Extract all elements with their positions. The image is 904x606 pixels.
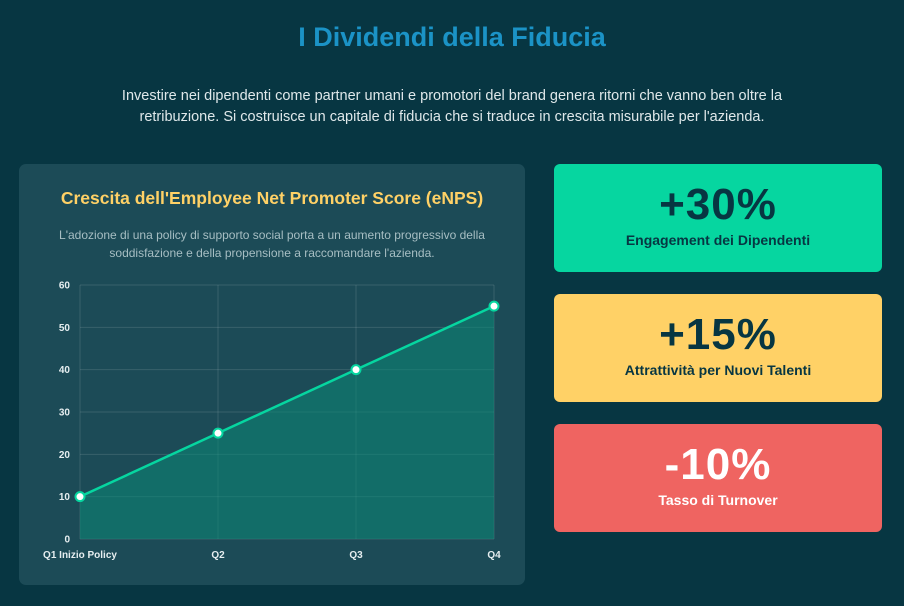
- series-line: [79, 305, 495, 498]
- stat-card-attractiveness: +15% Attrattività per Nuovi Talenti: [554, 294, 882, 402]
- enps-chart-card: Crescita dell'Employee Net Promoter Scor…: [19, 164, 525, 585]
- stat-label-turnover: Tasso di Turnover: [658, 492, 778, 508]
- data-point: [74, 491, 86, 503]
- stat-label-attractiveness: Attrattività per Nuovi Talenti: [624, 362, 812, 378]
- y-tick-label: 20: [59, 450, 71, 461]
- page-title: I Dividendi della Fiducia: [298, 22, 606, 52]
- stat-card-engagement: +30% Engagement dei Dipendenti: [554, 164, 882, 272]
- stat-value-turnover: -10%: [664, 440, 772, 489]
- data-point: [488, 300, 500, 312]
- chart-title: Crescita dell'Employee Net Promoter Scor…: [60, 188, 484, 208]
- x-tick-label: Q2: [211, 550, 225, 561]
- enps-line-chart: 0 10 20 30 40 50 60 Q1 Inizio Policy Q2 Q3 Q4: [43, 281, 501, 562]
- x-tick-label: Q1 Inizio Policy: [43, 550, 117, 561]
- x-tick-label: Q4: [487, 550, 501, 561]
- y-tick-label: 40: [59, 365, 71, 376]
- stat-label-engagement: Engagement dei Dipendenti: [625, 232, 811, 248]
- data-point: [212, 427, 224, 439]
- intro-text: Investire nei dipendenti come partner um…: [121, 88, 783, 125]
- series-area-fill: [80, 306, 494, 539]
- data-point: [350, 364, 362, 376]
- y-tick-label: 50: [59, 323, 71, 334]
- chart-subtitle: L'adozione di una policy di supporto soc…: [59, 228, 485, 260]
- y-tick-label: 60: [59, 281, 71, 292]
- stat-value-attractiveness: +15%: [659, 310, 777, 359]
- x-tick-label: Q3: [349, 550, 363, 561]
- y-tick-label: 0: [64, 535, 70, 546]
- y-tick-label: 30: [59, 408, 71, 419]
- stat-value-engagement: +30%: [659, 180, 777, 229]
- stat-card-turnover: -10% Tasso di Turnover: [554, 424, 882, 532]
- y-tick-label: 10: [59, 492, 71, 503]
